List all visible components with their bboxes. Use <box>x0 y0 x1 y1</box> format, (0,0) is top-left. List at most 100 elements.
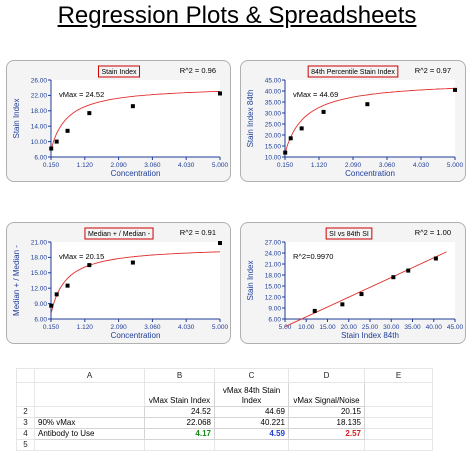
data-point <box>365 102 370 107</box>
chart-84th-percentile-stain-index: 0.150 1.120 2.090 3.060 4.030 5.000 10.00 15.00… <box>246 65 464 178</box>
x-tick-label: 35.00 <box>404 324 421 331</box>
data-point <box>54 292 59 297</box>
cell-b5[interactable] <box>144 439 215 451</box>
chart-title: Median + / Median - <box>88 231 151 238</box>
chart-si-vs-84th-si: 5.00 10.00 15.00 20.00 25.00 30.00 35.00 40.00 4… <box>246 227 464 340</box>
chart-annotation: vMax = 20.15 <box>59 252 104 261</box>
cell-e5[interactable] <box>364 439 433 451</box>
y-tick-label: 25.00 <box>265 121 282 128</box>
x-tick-label: 1.120 <box>311 162 328 169</box>
x-tick-label: 3.060 <box>144 162 161 169</box>
chart-stain-index: 0.150 1.120 2.090 3.060 4.030 5.000 6.00 10.00 1… <box>12 65 229 178</box>
y-axis-label: Stain Index 84th <box>246 90 255 148</box>
column-header-c[interactable]: C <box>214 368 289 383</box>
y-tick-label: 30.00 <box>265 110 282 117</box>
y-tick-label: 35.00 <box>265 99 282 106</box>
x-tick-label: 5.000 <box>447 162 464 169</box>
cell-d3[interactable]: 18.135 <box>288 417 365 429</box>
chart-panel-stain-index: 0.150 1.120 2.090 3.060 4.030 5.000 6.00 10.00 1… <box>6 60 231 182</box>
x-tick-label: 5.000 <box>212 324 229 331</box>
r-squared-label: R^2 = 0.97 <box>415 66 451 75</box>
y-tick-label: 6.00 <box>34 154 47 161</box>
y-tick-label: 27.00 <box>265 239 282 246</box>
x-tick-label: 40.00 <box>426 324 443 331</box>
cell-b2[interactable]: 24.52 <box>144 406 215 418</box>
data-point <box>218 91 222 96</box>
cell-b1[interactable]: vMax Stain Index <box>144 382 215 407</box>
cell-c5[interactable] <box>214 439 289 451</box>
cell-a3[interactable]: 90% vMax <box>34 417 145 429</box>
x-tick-label: 0.150 <box>277 162 294 169</box>
cell-a1[interactable] <box>34 382 145 407</box>
cell-d2[interactable]: 20.15 <box>288 406 365 418</box>
x-axis-label: Stain Index 84th <box>341 331 399 340</box>
page-title: Regression Plots & Spreadsheets <box>57 2 417 29</box>
x-tick-label: 4.030 <box>178 162 195 169</box>
y-tick-label: 21.00 <box>265 261 282 268</box>
cell-b4[interactable]: 4.17 <box>144 428 215 440</box>
chart-title-box <box>307 65 399 78</box>
cell-d4[interactable]: 2.57 <box>288 428 365 440</box>
y-tick-label: 6.00 <box>268 316 281 323</box>
y-tick-label: 6.00 <box>34 316 47 323</box>
column-header-a[interactable]: A <box>34 368 145 383</box>
cell-e1[interactable] <box>364 382 433 407</box>
y-axis-label: Stain Index <box>12 98 21 138</box>
cell-d5[interactable] <box>288 439 365 451</box>
cell-a2[interactable] <box>34 406 145 418</box>
cell-e3[interactable] <box>364 417 433 429</box>
y-tick-label: 12.00 <box>31 286 48 293</box>
data-point <box>218 241 222 246</box>
chart-title: 84th Percentile Stain Index <box>311 69 395 76</box>
y-tick-label: 9.00 <box>268 305 281 312</box>
y-tick-label: 10.00 <box>31 139 48 146</box>
data-point <box>359 292 364 297</box>
y-tick-label: 21.00 <box>31 239 48 246</box>
data-point <box>406 268 411 273</box>
data-point <box>130 260 135 265</box>
cell-b3[interactable]: 22.068 <box>144 417 215 429</box>
cell-a5[interactable] <box>34 439 145 451</box>
data-point <box>288 136 293 141</box>
data-point <box>87 263 92 268</box>
data-point <box>321 109 326 114</box>
x-tick-label: 15.00 <box>319 324 336 331</box>
row-header-5[interactable]: 5 <box>16 439 35 451</box>
chart-title-box <box>84 227 154 240</box>
cell-c3[interactable]: 40.221 <box>214 417 289 429</box>
x-tick-label: 10.00 <box>298 324 315 331</box>
data-point <box>65 283 70 288</box>
data-point <box>312 308 317 313</box>
column-header-d[interactable]: D <box>288 368 365 383</box>
x-tick-label: 5.00 <box>279 324 292 331</box>
row-header-1[interactable] <box>16 382 35 407</box>
data-point <box>299 126 304 131</box>
x-tick-label: 0.150 <box>43 162 60 169</box>
fit-line <box>284 87 456 154</box>
cell-e4[interactable] <box>364 428 433 440</box>
row-header-2[interactable]: 2 <box>16 406 35 418</box>
corner-cell[interactable] <box>16 368 35 383</box>
y-axis-label: Median + / Median - <box>12 245 21 316</box>
y-tick-label: 18.00 <box>31 255 48 262</box>
chart-panel-median-ratio: 0.150 1.120 2.090 3.060 4.030 5.000 6.00 9.00 12… <box>6 222 231 344</box>
x-tick-label: 4.030 <box>413 162 430 169</box>
row-header-4[interactable]: 4 <box>16 428 35 440</box>
data-point <box>130 104 135 109</box>
x-axis-label: Concentration <box>345 169 395 178</box>
chart-annotation: vMax = 44.69 <box>293 90 338 99</box>
cell-d1[interactable]: vMax Signal/Noise <box>288 382 365 407</box>
y-tick-label: 26.00 <box>31 77 48 84</box>
plot-area <box>51 242 220 319</box>
cell-c2[interactable]: 44.69 <box>214 406 289 418</box>
cell-e2[interactable] <box>364 406 433 418</box>
cell-c4[interactable]: 4.59 <box>214 428 289 440</box>
column-header-b[interactable]: B <box>144 368 215 383</box>
y-axis-label: Stain Index <box>246 260 255 300</box>
cell-a4[interactable]: Antibody to Use <box>34 428 145 440</box>
cell-c1[interactable]: vMax 84th Stain Index <box>214 382 289 407</box>
x-axis-label: Concentration <box>111 169 161 178</box>
x-tick-label: 20.00 <box>341 324 358 331</box>
row-header-3[interactable]: 3 <box>16 417 35 429</box>
column-header-e[interactable]: E <box>364 368 433 383</box>
